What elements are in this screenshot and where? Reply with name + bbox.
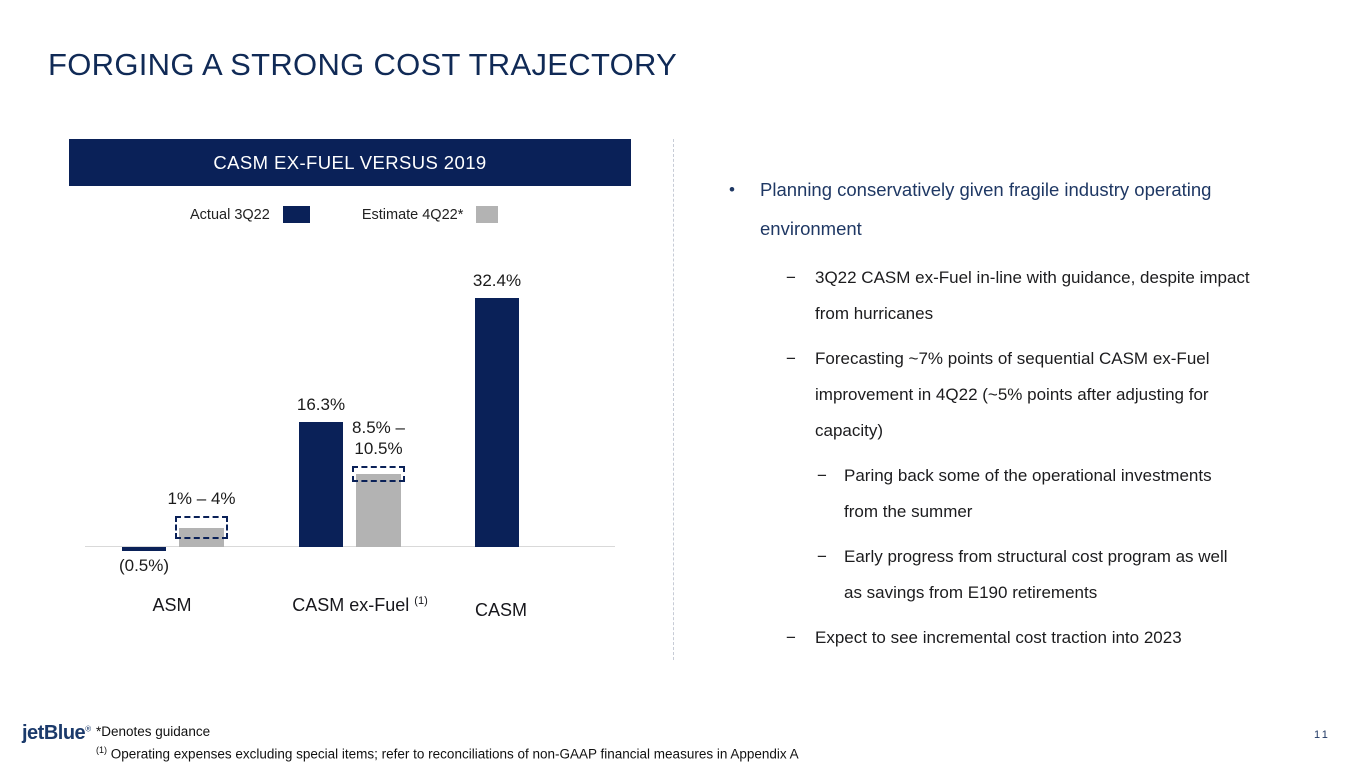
bullet-marker: − xyxy=(786,268,796,287)
chart-baseline xyxy=(85,546,615,547)
legend-label-actual: Actual 3Q22 xyxy=(190,206,270,223)
category-label-casm: CASM xyxy=(411,600,591,621)
legend-label-estimate: Estimate 4Q22* xyxy=(361,206,464,223)
bar-actual-label-2: 32.4% xyxy=(472,270,522,290)
bullet-list: • Planning conservatively given fragile i… xyxy=(729,170,1339,665)
bar-estimate-label-1: 8.5% – 10.5% xyxy=(352,418,405,459)
footnote-text: Operating expenses excluding special ite… xyxy=(110,746,799,762)
chart-title: CASM EX-FUEL VERSUS 2019 xyxy=(213,151,487,173)
category-text: CASM xyxy=(474,600,527,620)
bar-chart-plot: (0.5%) 1% – 4% 16.3% 8.5% – 10.5% 32.4% xyxy=(85,255,615,575)
bullet-text: 3Q22 CASM ex-Fuel in-line with guidance,… xyxy=(815,268,1250,323)
bullet-item-level-3: − Early progress from structural cost pro… xyxy=(817,539,1339,611)
page-title: FORGING A STRONG COST TRAJECTORY xyxy=(48,47,678,82)
bullet-marker: • xyxy=(729,180,735,199)
footnotes: *Denotes guidance (1) Operating expenses… xyxy=(96,723,799,764)
jetblue-logo-text: jetBlue xyxy=(22,722,86,744)
legend-swatch-estimate xyxy=(476,206,499,223)
bullet-marker: − xyxy=(786,628,796,647)
page-number: 11 xyxy=(1314,729,1331,741)
bullet-text: Planning conservatively given fragile in… xyxy=(760,179,1212,239)
chart-category-axis: ASM CASM ex-Fuel (1) CASM xyxy=(85,595,615,625)
bullet-item-level-2: − Expect to see incremental cost traction… xyxy=(786,620,1339,656)
bullet-marker: − xyxy=(817,547,827,566)
bullet-text: Paring back some of the operational inve… xyxy=(844,466,1212,521)
jetblue-logo: jetBlue® xyxy=(22,722,91,745)
category-text: ASM xyxy=(152,595,192,615)
bullet-item-level-2: −3Q22 CASM ex-Fuel in-line with guidance… xyxy=(786,260,1339,332)
bar-actual-1 xyxy=(299,421,343,547)
bullet-marker: − xyxy=(786,349,796,368)
category-label-casm-ex-fuel: CASM ex-Fuel (1) xyxy=(270,595,450,616)
bullet-text: Forecasting ~7% points of sequential CAS… xyxy=(815,349,1210,440)
bar-actual-label-0: (0.5%) xyxy=(118,556,170,575)
bullet-text: Expect to see incremental cost traction … xyxy=(815,628,1182,647)
chart-title-banner: CASM EX-FUEL VERSUS 2019 xyxy=(69,139,631,186)
footnote-marker: (1) xyxy=(96,745,107,755)
category-label-asm: ASM xyxy=(82,595,262,616)
bar-actual-0 xyxy=(122,547,166,551)
category-footnote-marker: (1) xyxy=(414,595,428,607)
bullet-marker: − xyxy=(817,466,827,485)
chart-legend: Actual 3Q22 Estimate 4Q22* xyxy=(190,206,499,223)
bar-estimate-1 xyxy=(356,473,401,547)
bar-actual-label-1: 16.3% xyxy=(296,394,346,414)
bullet-item-level-2: − Forecasting ~7% points of sequential CA… xyxy=(786,341,1339,449)
bullet-item-level-1: • Planning conservatively given fragile i… xyxy=(729,170,1339,248)
footnote-guidance: *Denotes guidance xyxy=(96,724,211,739)
bullet-item-level-3: − Paring back some of the operational inv… xyxy=(817,458,1339,530)
vertical-divider xyxy=(673,139,674,660)
estimate-range-box-0 xyxy=(175,516,228,540)
bar-actual-2 xyxy=(475,297,519,547)
bullet-text: Early progress from structural cost prog… xyxy=(844,547,1228,602)
legend-swatch-actual xyxy=(282,206,310,223)
category-text: CASM ex-Fuel xyxy=(292,595,410,615)
footnote-non-gaap: (1) Operating expenses excluding special… xyxy=(96,741,799,764)
bar-estimate-label-0: 1% – 4% xyxy=(167,489,236,509)
registered-mark: ® xyxy=(85,724,91,734)
estimate-range-box-1 xyxy=(352,466,405,482)
